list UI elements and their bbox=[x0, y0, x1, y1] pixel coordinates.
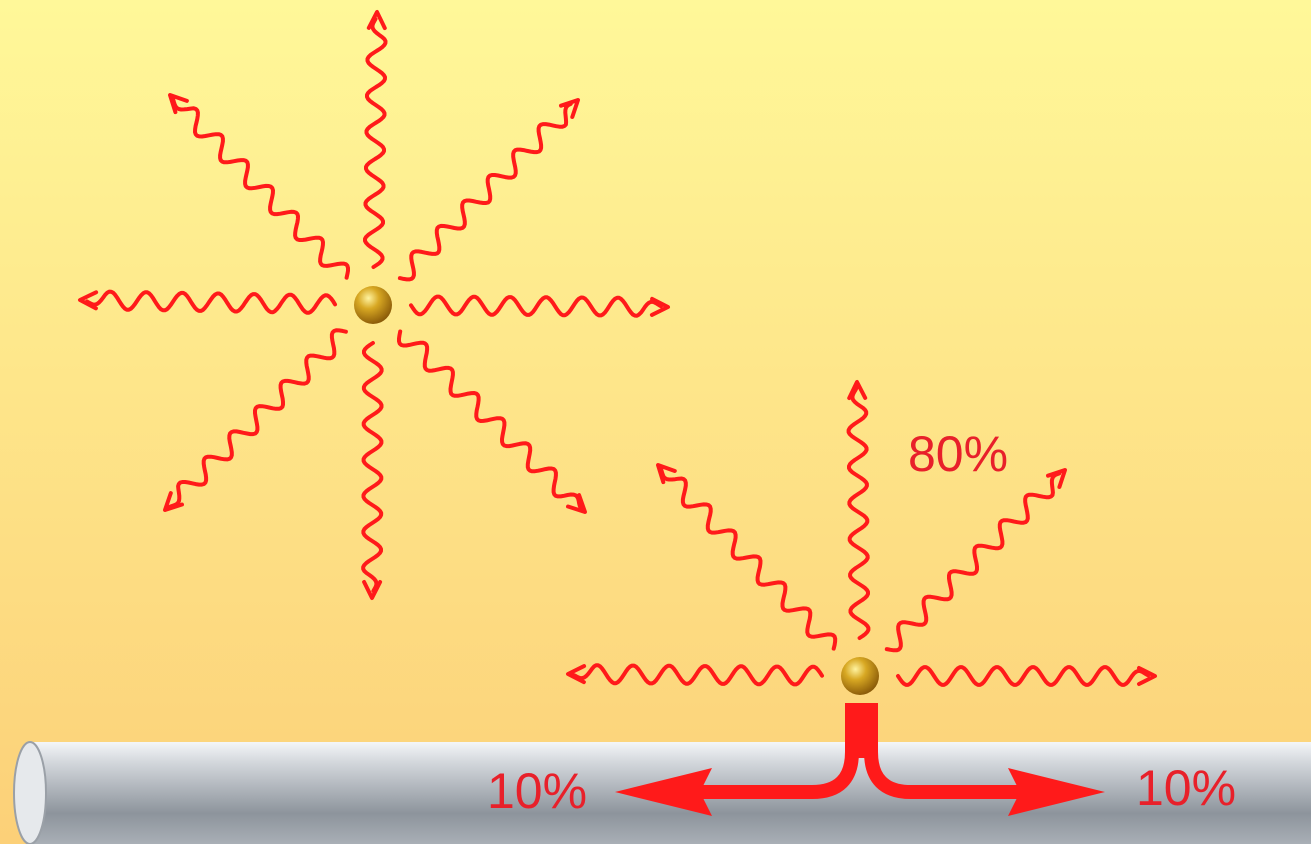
label: 10% bbox=[1136, 760, 1236, 816]
atom bbox=[354, 286, 392, 324]
atom bbox=[841, 657, 879, 695]
diagram: 80% 10% 10% bbox=[0, 0, 1311, 844]
label: 80% bbox=[908, 426, 1008, 482]
label: 10% bbox=[487, 763, 587, 819]
